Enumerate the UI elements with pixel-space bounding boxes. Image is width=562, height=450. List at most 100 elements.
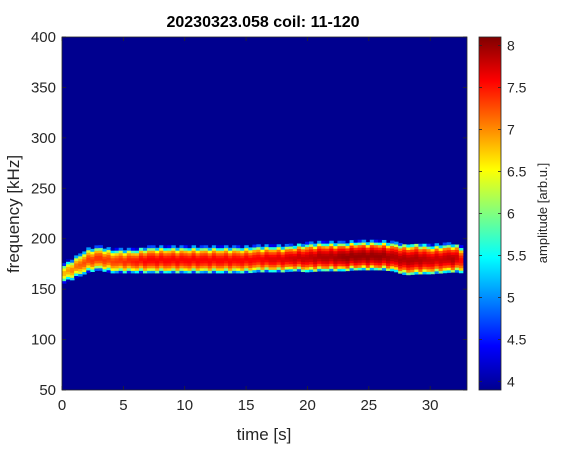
heatmap-cell — [458, 257, 464, 261]
heatmap-cell — [118, 252, 124, 256]
heatmap-cell — [228, 260, 233, 264]
heatmap-cell — [394, 264, 399, 268]
heatmap-cell — [369, 242, 375, 246]
heatmap-cell — [187, 270, 192, 274]
heatmap-cell — [325, 240, 330, 244]
heatmap-cell — [381, 262, 387, 266]
heatmap-cell — [78, 255, 83, 259]
heatmap-cell — [349, 257, 354, 261]
colorbar-ticks: 4 4.5 5 5.5 6 6.5 7 7.5 8 — [479, 37, 527, 390]
heatmap-cell — [179, 265, 184, 269]
heatmap-cell — [321, 250, 326, 254]
heatmap-cell — [236, 270, 241, 274]
heatmap-cell — [122, 260, 128, 264]
heatmap-cell — [272, 251, 278, 255]
heatmap-cell — [187, 252, 192, 256]
heatmap-cell — [175, 267, 180, 271]
heatmap-cell — [219, 247, 225, 251]
heatmap-cell — [118, 270, 124, 274]
heatmap-cell — [244, 252, 249, 256]
heatmap-cell — [179, 270, 184, 274]
heatmap-cell — [313, 263, 318, 267]
heatmap-cell — [219, 270, 225, 274]
heatmap-cell — [143, 260, 148, 264]
heatmap-cell — [134, 252, 140, 256]
heatmap-cell — [450, 254, 456, 258]
heatmap-cell — [232, 270, 237, 274]
heatmap-cell — [422, 263, 427, 267]
heatmap-cell — [252, 252, 257, 256]
heatmap-cell — [361, 244, 367, 248]
heatmap-cell — [236, 262, 241, 266]
heatmap-cell — [309, 243, 314, 247]
heatmap-cell — [147, 257, 152, 261]
heatmap-cell — [321, 248, 326, 252]
heatmap-cell — [215, 250, 221, 254]
heatmap-cell — [122, 257, 128, 261]
heatmap-cell — [110, 270, 116, 274]
heatmap-cell — [305, 266, 310, 270]
heatmap-cell — [390, 243, 395, 247]
heatmap-cell — [86, 259, 91, 263]
heatmap-cell — [183, 260, 188, 264]
heatmap-cell — [114, 270, 120, 274]
heatmap-cell — [438, 252, 444, 256]
heatmap-cell — [219, 252, 225, 256]
heatmap-cell — [256, 246, 261, 250]
heatmap-cell — [134, 247, 140, 251]
heatmap-cell — [369, 252, 375, 256]
heatmap-cell — [207, 247, 213, 251]
heatmap-cell — [398, 248, 403, 251]
heatmap-cell — [394, 269, 399, 273]
heatmap-cell — [260, 251, 265, 255]
heatmap-cell — [90, 258, 95, 262]
heatmap-cell — [434, 260, 440, 264]
heatmap-cell — [134, 250, 140, 254]
heatmap-cell — [406, 272, 411, 276]
heatmap-cell — [74, 268, 79, 271]
heatmap-cell — [390, 253, 395, 257]
heatmap-cell — [207, 270, 213, 274]
heatmap-cell — [203, 255, 209, 259]
y-axis-label: frequency [kHz] — [4, 155, 23, 273]
heatmap-cell — [62, 278, 67, 282]
heatmap-cell — [240, 267, 245, 271]
heatmap-cell — [179, 267, 184, 271]
heatmap-cell — [240, 247, 245, 251]
heatmap-cell — [381, 239, 387, 243]
heatmap-cell — [78, 260, 83, 264]
heatmap-cell — [418, 256, 423, 260]
y-tick-label: 50 — [39, 382, 56, 399]
heatmap-cell — [317, 268, 322, 272]
heatmap-cell — [167, 262, 172, 266]
heatmap-cell — [171, 247, 176, 251]
heatmap-cell — [82, 264, 87, 267]
heatmap-cell — [171, 245, 176, 249]
heatmap-cell — [94, 257, 99, 261]
heatmap-cell — [361, 239, 367, 243]
heatmap-cell — [98, 252, 103, 256]
heatmap-cell — [329, 255, 334, 259]
heatmap-cell — [450, 269, 456, 273]
heatmap-cell — [159, 270, 164, 274]
heatmap-cell — [333, 243, 338, 247]
heatmap-cell — [325, 250, 330, 254]
heatmap-cell — [305, 256, 310, 260]
heatmap-cell — [292, 253, 298, 257]
heatmap-cell — [325, 245, 330, 249]
heatmap-cell — [126, 262, 132, 266]
heatmap-cell — [296, 243, 302, 247]
heatmap-cell — [155, 260, 160, 264]
heatmap-cell — [163, 247, 168, 251]
heatmap-cell — [118, 260, 124, 264]
heatmap-cell — [369, 264, 375, 268]
heatmap-cell — [349, 247, 354, 251]
heatmap-cell — [381, 242, 387, 246]
heatmap-cell — [207, 257, 213, 261]
heatmap-cell — [138, 247, 144, 251]
heatmap-cell — [167, 267, 172, 271]
heatmap-cell — [86, 267, 91, 271]
x-tick-label: 0 — [58, 397, 66, 414]
heatmap-cell — [406, 262, 411, 266]
heatmap-cell — [264, 269, 269, 273]
